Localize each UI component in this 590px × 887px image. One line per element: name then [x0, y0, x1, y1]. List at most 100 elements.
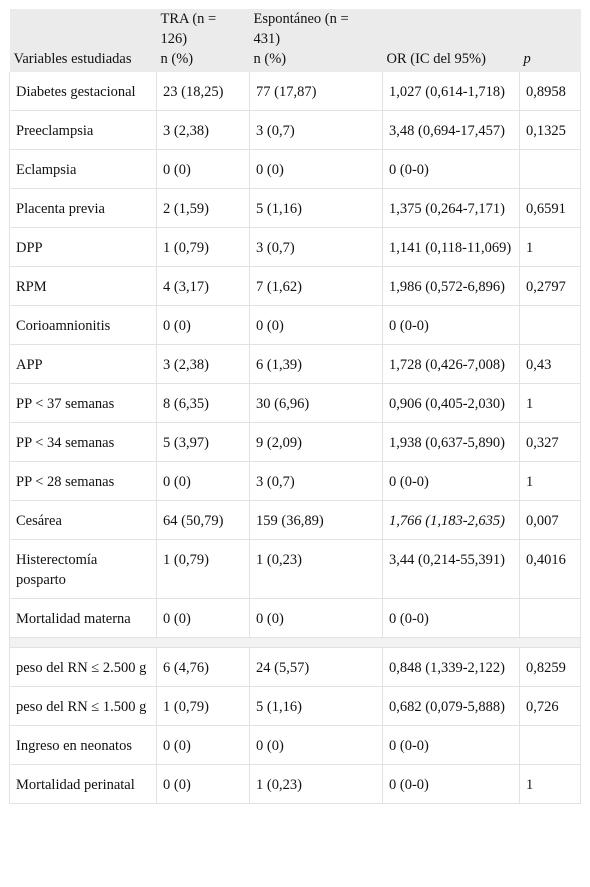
cell-espontaneo: 24 (5,57) — [249, 647, 383, 687]
cell-espontaneo: 1 (0,23) — [249, 764, 383, 804]
cell-tra: 2 (1,59) — [156, 188, 250, 228]
cell-p — [519, 149, 581, 189]
cell-tra: 4 (3,17) — [156, 266, 250, 306]
cell-or: 0 (0-0) — [382, 598, 520, 638]
header-p: p — [519, 49, 581, 72]
cell-tra: 0 (0) — [156, 725, 250, 765]
cell-p: 0,6591 — [519, 188, 581, 228]
cell-or: 0 (0-0) — [382, 305, 520, 345]
cell-variable: Mortalidad perinatal — [9, 764, 157, 804]
results-table-container: TRA (n = 126) Espontáneo (n = 431) Variabl… — [9, 9, 581, 804]
cell-variable: PP < 28 semanas — [9, 461, 157, 501]
cell-or: 0,682 (0,079-5,888) — [382, 686, 520, 726]
cell-variable: Histerectomía posparto — [9, 539, 157, 599]
cell-or: 0 (0-0) — [382, 149, 520, 189]
spacer-cell — [9, 637, 581, 648]
cell-or: 1,986 (0,572-6,896) — [382, 266, 520, 306]
cell-tra: 3 (2,38) — [156, 110, 250, 150]
cell-tra: 0 (0) — [156, 764, 250, 804]
cell-p: 0,43 — [519, 344, 581, 384]
cell-or: 0,906 (0,405-2,030) — [382, 383, 520, 423]
cell-or: 1,141 (0,118-11,069) — [382, 227, 520, 267]
cell-p: 0,4016 — [519, 539, 581, 599]
cell-tra: 0 (0) — [156, 461, 250, 501]
header-variables: Variables estudiadas — [9, 49, 157, 72]
cell-variable: peso del RN ≤ 2.500 g — [9, 647, 157, 687]
cell-espontaneo: 3 (0,7) — [249, 110, 383, 150]
cell-or: 1,728 (0,426-7,008) — [382, 344, 520, 384]
results-table: TRA (n = 126) Espontáneo (n = 431) Variabl… — [9, 9, 581, 804]
cell-p — [519, 598, 581, 638]
header-espontaneo: Espontáneo (n = 431) — [249, 9, 383, 49]
cell-p: 1 — [519, 461, 581, 501]
cell-variable: Ingreso en neonatos — [9, 725, 157, 765]
cell-p — [519, 305, 581, 345]
table-row: PP < 28 semanas 0 (0) 3 (0,7) 0 (0-0) 1 — [9, 461, 581, 501]
table-body: Diabetes gestacional 23 (18,25) 77 (17,87)… — [9, 72, 581, 804]
cell-or: 1,766 (1,183-2,635) — [382, 500, 520, 540]
cell-or: 0 (0-0) — [382, 725, 520, 765]
cell-p — [519, 725, 581, 765]
cell-p: 0,007 — [519, 500, 581, 540]
header-tra: TRA (n = 126) — [156, 9, 250, 49]
table-row: Mortalidad materna 0 (0) 0 (0) 0 (0-0) — [9, 598, 581, 638]
cell-or: 0,848 (1,339-2,122) — [382, 647, 520, 687]
cell-variable: DPP — [9, 227, 157, 267]
cell-p: 1 — [519, 764, 581, 804]
table-row: DPP 1 (0,79) 3 (0,7) 1,141 (0,118-11,069) 1 — [9, 227, 581, 267]
cell-espontaneo: 30 (6,96) — [249, 383, 383, 423]
cell-variable: Mortalidad materna — [9, 598, 157, 638]
cell-espontaneo: 6 (1,39) — [249, 344, 383, 384]
cell-espontaneo: 3 (0,7) — [249, 227, 383, 267]
cell-variable: Corioamnionitis — [9, 305, 157, 345]
table-row: Corioamnionitis 0 (0) 0 (0) 0 (0-0) — [9, 305, 581, 345]
cell-variable: Placenta previa — [9, 188, 157, 228]
cell-espontaneo: 3 (0,7) — [249, 461, 383, 501]
cell-or: 1,375 (0,264-7,171) — [382, 188, 520, 228]
cell-p: 0,327 — [519, 422, 581, 462]
cell-or: 0 (0-0) — [382, 764, 520, 804]
cell-or: 3,48 (0,694-17,457) — [382, 110, 520, 150]
cell-espontaneo: 0 (0) — [249, 725, 383, 765]
cell-tra: 0 (0) — [156, 305, 250, 345]
cell-variable: Eclampsia — [9, 149, 157, 189]
cell-espontaneo: 5 (1,16) — [249, 686, 383, 726]
cell-variable: Diabetes gestacional — [9, 72, 157, 111]
table-row: PP < 34 semanas 5 (3,97) 9 (2,09) 1,938 (0,… — [9, 422, 581, 462]
cell-espontaneo: 0 (0) — [249, 305, 383, 345]
table-header: TRA (n = 126) Espontáneo (n = 431) Variabl… — [9, 9, 581, 72]
cell-p: 0,1325 — [519, 110, 581, 150]
cell-tra: 23 (18,25) — [156, 72, 250, 111]
cell-tra: 5 (3,97) — [156, 422, 250, 462]
header-tra-n: n (%) — [156, 49, 250, 72]
cell-espontaneo: 159 (36,89) — [249, 500, 383, 540]
header-tra-line2: 126) — [160, 31, 188, 47]
table-row: Diabetes gestacional 23 (18,25) 77 (17,87)… — [9, 72, 581, 111]
header-tra-line1: TRA (n = — [160, 11, 217, 27]
cell-variable: PP < 37 semanas — [9, 383, 157, 423]
table-row: RPM 4 (3,17) 7 (1,62) 1,986 (0,572-6,896) 0,… — [9, 266, 581, 306]
cell-tra: 1 (0,79) — [156, 686, 250, 726]
cell-espontaneo: 1 (0,23) — [249, 539, 383, 599]
table-row: Placenta previa 2 (1,59) 5 (1,16) 1,375 (0,… — [9, 188, 581, 228]
header-blank — [9, 9, 157, 49]
cell-p: 0,8958 — [519, 72, 581, 111]
cell-or: 3,44 (0,214-55,391) — [382, 539, 520, 599]
cell-tra: 0 (0) — [156, 598, 250, 638]
cell-tra: 8 (6,35) — [156, 383, 250, 423]
header-blank-p — [519, 9, 581, 49]
cell-or: 0 (0-0) — [382, 461, 520, 501]
cell-espontaneo: 0 (0) — [249, 598, 383, 638]
cell-p: 1 — [519, 227, 581, 267]
cell-p: 0,726 — [519, 686, 581, 726]
cell-espontaneo: 0 (0) — [249, 149, 383, 189]
cell-tra: 6 (4,76) — [156, 647, 250, 687]
cell-tra: 0 (0) — [156, 149, 250, 189]
cell-tra: 1 (0,79) — [156, 227, 250, 267]
table-row: Mortalidad perinatal 0 (0) 1 (0,23) 0 (0-0)… — [9, 764, 581, 804]
cell-p: 1 — [519, 383, 581, 423]
header-espontaneo-line1: Espontáneo (n = — [253, 11, 349, 27]
header-or: OR (IC del 95%) — [382, 49, 520, 72]
cell-espontaneo: 77 (17,87) — [249, 72, 383, 111]
